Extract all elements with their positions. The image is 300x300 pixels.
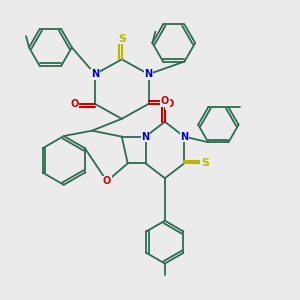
Text: O: O xyxy=(165,99,173,109)
Text: N: N xyxy=(91,69,99,79)
Text: N: N xyxy=(180,132,188,142)
Text: N: N xyxy=(145,69,153,79)
Text: N: N xyxy=(142,132,150,142)
Text: S: S xyxy=(201,158,209,168)
Text: O: O xyxy=(70,99,78,109)
Text: O: O xyxy=(161,96,169,106)
Text: S: S xyxy=(118,34,126,44)
Text: O: O xyxy=(103,176,111,186)
